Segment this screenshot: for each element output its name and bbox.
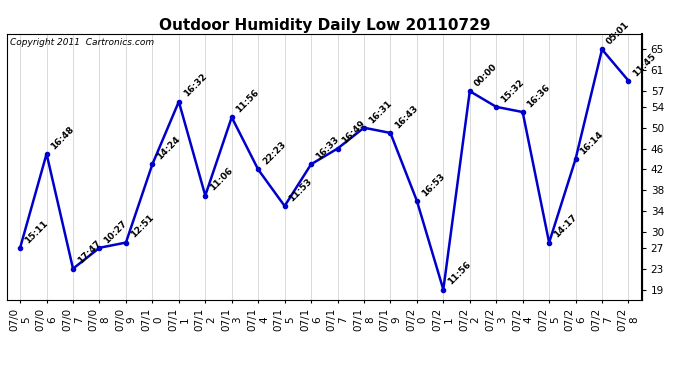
Text: 16:53: 16:53 — [420, 171, 446, 198]
Text: 11:06: 11:06 — [208, 166, 235, 193]
Text: 22:23: 22:23 — [261, 140, 288, 167]
Title: Outdoor Humidity Daily Low 20110729: Outdoor Humidity Daily Low 20110729 — [159, 18, 490, 33]
Text: 15:11: 15:11 — [23, 218, 50, 245]
Text: 15:32: 15:32 — [499, 78, 526, 104]
Text: Copyright 2011  Cartronics.com: Copyright 2011 Cartronics.com — [10, 38, 154, 47]
Text: 11:56: 11:56 — [446, 260, 473, 287]
Text: 16:48: 16:48 — [50, 124, 76, 151]
Text: 16:14: 16:14 — [578, 130, 605, 156]
Text: 14:24: 14:24 — [155, 135, 182, 162]
Text: 16:33: 16:33 — [314, 135, 340, 162]
Text: 16:43: 16:43 — [393, 104, 420, 130]
Text: 11:45: 11:45 — [631, 51, 658, 78]
Text: 11:53: 11:53 — [288, 177, 314, 203]
Text: 00:00: 00:00 — [473, 62, 499, 88]
Text: 16:32: 16:32 — [181, 72, 208, 99]
Text: 16:36: 16:36 — [526, 82, 552, 109]
Text: 17:47: 17:47 — [76, 239, 103, 266]
Text: 14:17: 14:17 — [552, 213, 579, 240]
Text: 16:49: 16:49 — [340, 119, 367, 146]
Text: 12:51: 12:51 — [129, 213, 155, 240]
Text: 05:01: 05:01 — [605, 20, 631, 46]
Text: 10:27: 10:27 — [102, 218, 129, 245]
Text: 16:31: 16:31 — [367, 98, 393, 125]
Text: 11:56: 11:56 — [235, 88, 261, 114]
